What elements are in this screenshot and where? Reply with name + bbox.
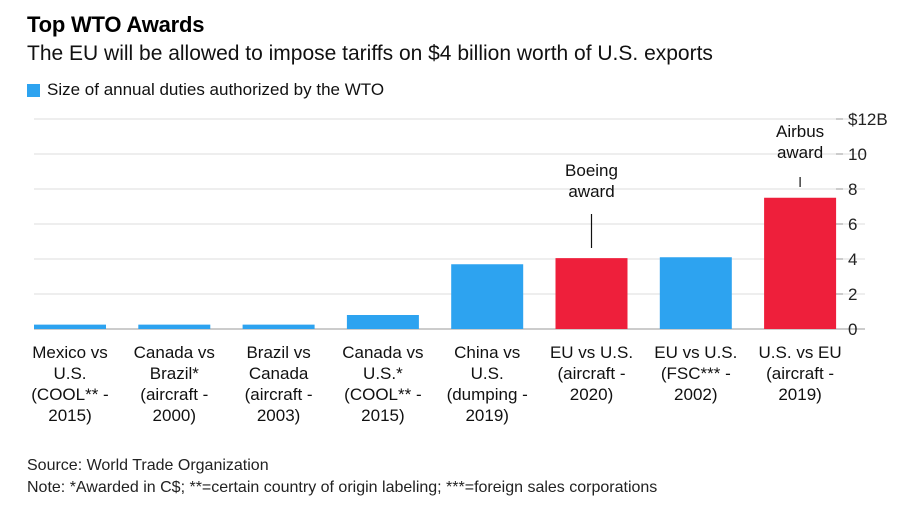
x-tick-label: 2002) xyxy=(674,385,717,404)
x-tick-label: 2003) xyxy=(257,406,300,425)
y-tick-label: 2 xyxy=(848,285,857,304)
y-tick-label: 8 xyxy=(848,180,857,199)
x-tick-label: 2015) xyxy=(361,406,404,425)
bar xyxy=(138,324,211,329)
x-tick-label: Canada vs xyxy=(134,343,215,362)
chart-title: Top WTO Awards xyxy=(27,12,205,37)
bar xyxy=(764,197,837,329)
bar xyxy=(451,264,524,329)
bar xyxy=(346,315,419,329)
x-tick-label: EU vs U.S. xyxy=(550,343,633,362)
x-tick-label: 2015) xyxy=(48,406,91,425)
bar xyxy=(659,257,732,329)
legend: Size of annual duties authorized by the … xyxy=(27,80,384,100)
y-tick-label: 6 xyxy=(848,215,857,234)
x-tick-label: Canada xyxy=(249,364,309,383)
x-tick-label: (aircraft - xyxy=(140,385,208,404)
x-tick-label: (aircraft - xyxy=(558,364,626,383)
x-tick-label: (dumping - xyxy=(447,385,528,404)
y-tick-label: 4 xyxy=(848,250,857,269)
legend-label: Size of annual duties authorized by the … xyxy=(47,80,385,99)
annotation-label: award xyxy=(777,143,823,162)
x-tick-label: (COOL** - xyxy=(31,385,108,404)
x-tick-label: 2019) xyxy=(778,385,821,404)
x-tick-label: 2000) xyxy=(153,406,196,425)
y-tick-label: $12B xyxy=(848,110,888,129)
x-tick-label: China vs xyxy=(454,343,520,362)
x-tick-label: U.S. xyxy=(471,364,504,383)
x-tick-label: Mexico vs xyxy=(32,343,108,362)
annotation-label: award xyxy=(568,182,614,201)
source-note: Source: World Trade Organization xyxy=(27,457,269,474)
x-tick-label: EU vs U.S. xyxy=(654,343,737,362)
footnote: Note: *Awarded in C$; **=certain country… xyxy=(27,479,658,496)
x-tick-label: Brazil vs xyxy=(246,343,310,362)
x-tick-label: (COOL** - xyxy=(344,385,421,404)
bar xyxy=(242,324,315,329)
chart-subtitle: The EU will be allowed to impose tariffs… xyxy=(27,42,713,65)
x-tick-label: (aircraft - xyxy=(245,385,313,404)
x-tick-label: Canada vs xyxy=(342,343,423,362)
x-tick-label: (FSC*** - xyxy=(661,364,731,383)
x-tick-label: U.S.* xyxy=(363,364,403,383)
x-tick-label: 2019) xyxy=(465,406,508,425)
y-tick-label: 10 xyxy=(848,145,867,164)
legend-swatch xyxy=(27,83,40,97)
bar xyxy=(555,258,628,329)
x-tick-label: U.S. xyxy=(53,364,86,383)
annotation-label: Airbus xyxy=(776,122,824,141)
annotation-label: Boeing xyxy=(565,161,618,180)
bar xyxy=(34,324,106,329)
x-tick-label: 2020) xyxy=(570,385,613,404)
x-tick-label: U.S. vs EU xyxy=(759,343,842,362)
x-tick-label: (aircraft - xyxy=(766,364,834,383)
x-tick-label: Brazil* xyxy=(150,364,200,383)
y-tick-label: 0 xyxy=(848,320,857,339)
